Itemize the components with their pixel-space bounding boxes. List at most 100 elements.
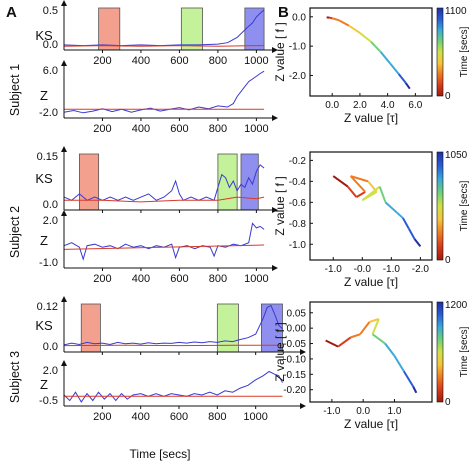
trajectory-segment — [402, 370, 415, 388]
x-tick-label: 2.0 — [353, 100, 367, 111]
chart-3: 0.15 0.0 — [37, 146, 278, 213]
y-tick-label: 0.15 — [37, 151, 58, 163]
x-tick-label: -2.0 — [412, 264, 430, 275]
panel-label-b: B — [278, 4, 289, 21]
y-tick-label: 2.0 — [43, 365, 58, 377]
time-axis-title: Time [secs] — [130, 447, 191, 461]
trajectory-segment — [348, 24, 361, 34]
y-tick-label: -0.20 — [283, 385, 306, 396]
colorbar-title: Time [secs] — [459, 180, 470, 231]
trajectory-3: -1.0 0.0 1.0 0.05 0.00 -0.05 -0.10 -0.15 -0.20 Z … — [273, 300, 470, 431]
y-tick-label: -0.2 — [289, 156, 307, 167]
metric-label-ks-1: KS — [35, 28, 53, 43]
time-series-charts: 0.5 0.0 200 400 600 800 1000 6.0 -2.0 200 400 600 80… — [37, 0, 306, 423]
y-axis-title: Z value [ f ] — [273, 176, 287, 235]
highlight-box-blue — [240, 153, 259, 211]
colorbar-min-label: 0 — [445, 91, 451, 102]
y-axis-arrow — [61, 296, 67, 302]
series-line-blue — [63, 370, 283, 403]
y-axis-arrow — [61, 360, 67, 366]
y-tick-label: -1.0 — [289, 240, 307, 251]
series-line-red — [63, 45, 265, 47]
plot-frame — [309, 7, 433, 97]
colorbar — [436, 7, 444, 97]
y-tick-label: 0.12 — [37, 301, 58, 313]
series-line-blue — [63, 222, 265, 261]
metric-label-z-3: Z — [40, 377, 48, 392]
y-axis-arrow — [61, 146, 67, 152]
trajectory-charts: 0.0 2.0 4.0 6.0 0.0 -1.0 -2.0 Z value [τ] Z valu… — [273, 6, 470, 431]
x-tick-label: 400 — [132, 273, 150, 285]
x-tick-label: -1.0 — [325, 264, 343, 275]
subject-label-1: Subject 1 — [8, 64, 22, 116]
trajectory-segment — [404, 82, 411, 90]
y-tick-label: 0.05 — [287, 308, 307, 319]
x-tick-label: -0.0 — [354, 264, 372, 275]
colorbar-max-label: 1200 — [445, 300, 468, 311]
metric-label-ks-2: KS — [35, 171, 53, 186]
chart-5: 0.12 0.0 — [37, 296, 306, 355]
trajectory-segment — [346, 185, 358, 198]
y-axis-title: Z value [ f ] — [273, 22, 287, 81]
y-tick-label: -1.0 — [39, 257, 58, 269]
y-tick-label: 0.5 — [43, 5, 58, 17]
trajectory-segment — [371, 318, 380, 335]
colorbar-min-label: 0 — [445, 397, 451, 408]
x-tick-label: 600 — [170, 273, 188, 285]
x-tick-label: 1000 — [244, 123, 268, 135]
x-tick-label: 400 — [132, 123, 150, 135]
x-tick-label: 1000 — [244, 273, 268, 285]
trajectory-segment — [369, 317, 380, 323]
x-tick-label: 1.0 — [388, 406, 402, 417]
trajectory-2: -1.0 -0.0 -1.0 -2.0-0.2-0.4-0.6-0.8-1.0Z va… — [273, 150, 470, 289]
trajectory-segment — [325, 339, 339, 348]
panel-label-a: A — [6, 4, 17, 21]
y-tick-label: -1.0 — [289, 42, 307, 53]
x-axis-arrow — [300, 349, 306, 355]
trajectory-segment — [349, 175, 366, 193]
y-axis-title: Z value [ f ] — [273, 322, 287, 381]
x-axis-arrow — [300, 403, 306, 409]
subject-label-2: Subject 2 — [8, 206, 22, 258]
y-tick-label: -0.4 — [289, 177, 307, 188]
colorbar-min-label: 0 — [445, 255, 451, 266]
trajectory-segment — [378, 186, 387, 203]
y-tick-label: -0.05 — [283, 339, 306, 350]
trajectory-segment — [384, 342, 396, 357]
x-tick-label: 600 — [170, 55, 188, 67]
y-tick-label: 2.0 — [43, 215, 58, 227]
x-axis-title: Z value [τ] — [344, 111, 398, 125]
trajectory-segment — [370, 41, 382, 53]
y-tick-label: -2.0 — [39, 107, 58, 119]
colorbar-title: Time [secs] — [459, 326, 470, 377]
x-tick-label: 400 — [132, 55, 150, 67]
x-tick-label: 200 — [93, 411, 111, 423]
highlight-box-red — [98, 7, 121, 51]
y-tick-label: 0.0 — [43, 341, 58, 353]
trajectory-segment — [359, 32, 372, 43]
series-line-red — [64, 196, 265, 203]
trajectory-1: 0.0 2.0 4.0 6.0 0.0 -1.0 -2.0 Z value [τ] Z valu… — [273, 6, 470, 125]
y-tick-label: 6.0 — [43, 65, 58, 77]
trajectory-segment — [413, 238, 422, 247]
y-axis-arrow — [61, 0, 67, 6]
y-tick-label: 0.0 — [292, 12, 306, 23]
plot-frame — [309, 151, 433, 261]
metric-label-z-2: Z — [40, 233, 48, 248]
trajectory-segment — [355, 190, 366, 198]
trajectory-segment — [402, 217, 410, 230]
trajectory-segment — [384, 201, 398, 214]
trajectory-segment — [338, 19, 350, 27]
x-tick-label: 6.0 — [408, 100, 422, 111]
subject-label-3: Subject 3 — [8, 351, 22, 403]
y-tick-label: 0.0 — [43, 39, 58, 51]
trajectory-segment — [332, 175, 349, 188]
trajectory-segment — [412, 386, 418, 394]
x-tick-label: -1.0 — [323, 406, 341, 417]
series-line-red — [63, 244, 265, 250]
trajectory-segment — [397, 73, 407, 84]
x-tick-label: -1.0 — [383, 264, 401, 275]
colorbar-max-label: 1100 — [445, 6, 467, 17]
x-axis-arrow — [272, 47, 278, 53]
highlight-box-blue — [244, 7, 265, 51]
